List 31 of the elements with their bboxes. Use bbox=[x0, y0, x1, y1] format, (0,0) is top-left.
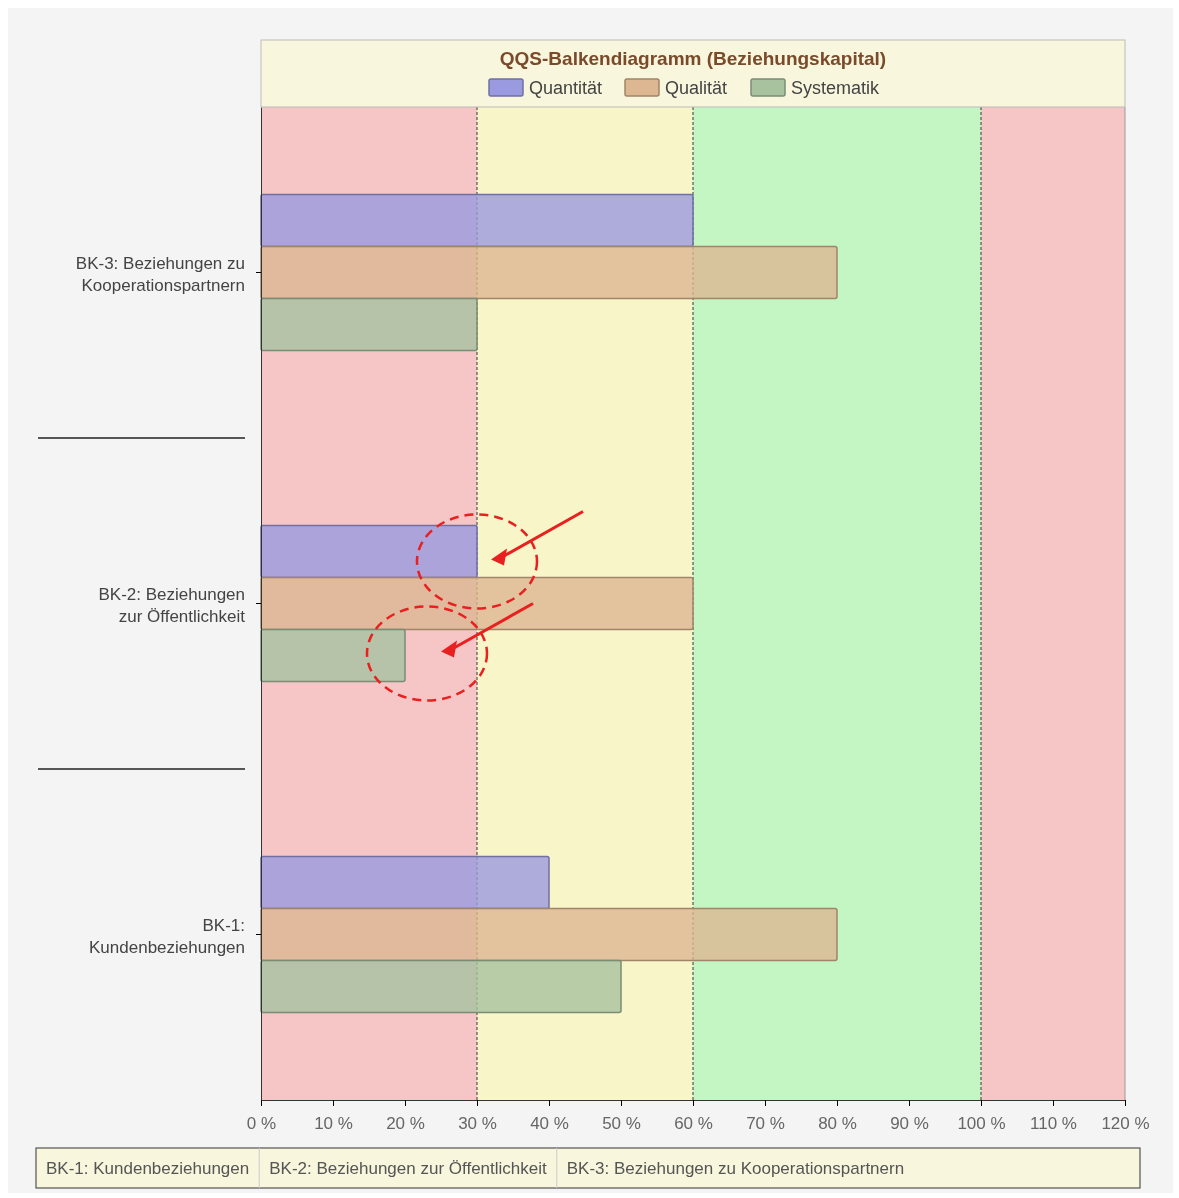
x-tick-label: 10 % bbox=[314, 1114, 353, 1134]
x-tick-label: 50 % bbox=[602, 1114, 641, 1134]
bar bbox=[260, 524, 478, 579]
x-tick-label: 100 % bbox=[957, 1114, 1006, 1134]
legend-label: Qualität bbox=[665, 78, 728, 98]
x-tick-label: 80 % bbox=[818, 1114, 857, 1134]
y-tick-label: BK-3: Beziehungen zu Kooperationspartnern bbox=[75, 253, 245, 295]
bar bbox=[260, 297, 478, 352]
x-tick-label: 70 % bbox=[746, 1114, 785, 1134]
x-tick-label: 20 % bbox=[386, 1114, 425, 1134]
bar bbox=[260, 907, 838, 962]
bar bbox=[260, 855, 550, 910]
x-tick-label: 120 % bbox=[1101, 1114, 1150, 1134]
bar bbox=[260, 576, 694, 631]
x-tick-label: 0 % bbox=[246, 1114, 277, 1134]
x-tick-label: 40 % bbox=[530, 1114, 569, 1134]
legend-label: Systematik bbox=[791, 78, 881, 98]
y-tick-label: BK-2: Beziehungen zur Öffentlichkeit bbox=[98, 584, 246, 626]
x-tick-label: 90 % bbox=[890, 1114, 929, 1134]
bar bbox=[260, 959, 622, 1014]
chart-title: QQS-Balkendiagramm (Beziehungskapital) bbox=[499, 48, 887, 69]
text: BK-3: Beziehungen zu Kooperationspartnern bbox=[566, 1159, 905, 1178]
bar bbox=[260, 628, 406, 683]
legend-label: Quantität bbox=[529, 78, 603, 98]
x-tick-label: 30 % bbox=[458, 1114, 497, 1134]
text: BK-2: Beziehungen zur Öffentlichkeit bbox=[269, 1159, 548, 1178]
x-tick-label: 110 % bbox=[1030, 1114, 1077, 1134]
x-tick-label: 60 % bbox=[674, 1114, 713, 1134]
y-tick-label: BK-1: Kundenbeziehungen bbox=[89, 915, 245, 957]
bar bbox=[260, 245, 838, 300]
bar bbox=[260, 193, 694, 248]
